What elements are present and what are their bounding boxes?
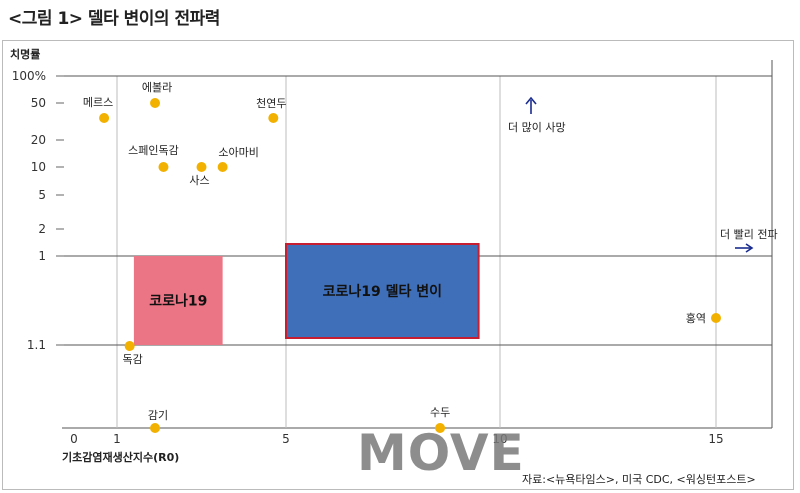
- annotation-faster-spread: 더 빨리 전파: [720, 228, 778, 253]
- y-tick-label: 20: [31, 133, 46, 147]
- y-tick-label: 10: [31, 160, 46, 174]
- region-box: [133, 256, 223, 345]
- y-tick-label: 50: [31, 96, 46, 110]
- data-point: 스페인독감: [128, 144, 179, 172]
- point-marker: [158, 162, 169, 172]
- chart-header: <그림 1> 델타 변이의 전파력: [8, 4, 220, 34]
- y-tick-label: 1.1: [27, 338, 46, 352]
- point-label: 에볼라: [142, 81, 172, 94]
- chart-regions: 코로나19 코로나19 델타 변이: [133, 243, 480, 345]
- x-axis-label: 기초감염재생산지수(R0): [62, 450, 179, 464]
- point-label: 메르스: [83, 96, 113, 109]
- data-point: 천연두: [256, 96, 287, 123]
- point-marker: [99, 113, 110, 123]
- region-label: 코로나19: [149, 294, 207, 310]
- point-marker: [196, 162, 207, 172]
- region-label: 코로나19 델타 변이: [323, 283, 442, 300]
- x-tick-label: 10: [492, 432, 507, 446]
- y-tick-label: 100%: [12, 69, 46, 83]
- right-arrow-head-icon: [745, 243, 754, 253]
- point-label: 천연두: [256, 96, 286, 110]
- chart-title: <그림 1> 델타 변이의 전파력: [8, 9, 220, 29]
- region-covid19: 코로나19: [133, 256, 223, 345]
- point-label: 소아마비: [218, 146, 258, 159]
- point-marker: [435, 423, 446, 433]
- data-point: 메르스: [83, 96, 113, 123]
- watermark-text: MOVE: [357, 424, 525, 482]
- point-label: 독감: [123, 353, 143, 366]
- y-tick-label: 1: [38, 249, 46, 263]
- point-label: 홍역: [686, 311, 706, 325]
- watermark: MOVE: [357, 424, 525, 482]
- data-point: 에볼라: [142, 81, 172, 108]
- annotation-more-deaths: 더 많이 사망: [508, 96, 566, 134]
- y-tick-label: 2: [38, 222, 46, 236]
- annotation-label: 더 많이 사망: [508, 121, 566, 134]
- point-label: 사스: [189, 174, 209, 187]
- data-point: 감기: [148, 409, 168, 433]
- data-point: 소아마비: [217, 146, 259, 172]
- point-marker: [268, 113, 279, 123]
- x-tick-label: 0: [70, 432, 78, 446]
- point-label: 수두: [430, 406, 450, 419]
- region-covid19-delta: 코로나19 델타 변이: [285, 243, 480, 339]
- chart-annotations: 더 많이 사망더 빨리 전파: [508, 96, 778, 253]
- y-tick-label: 5: [38, 188, 46, 202]
- point-label: 감기: [148, 409, 168, 422]
- x-tick-label: 5: [282, 432, 290, 446]
- x-tick-label: 1: [113, 432, 121, 446]
- annotation-label: 더 빨리 전파: [720, 228, 778, 241]
- point-marker: [711, 313, 721, 323]
- point-marker: [150, 98, 161, 108]
- data-point: 사스: [189, 162, 210, 187]
- data-point: 수두: [430, 406, 450, 433]
- x-tick-label: 15: [708, 432, 723, 446]
- region-box: [285, 243, 480, 339]
- up-arrow-head-icon: [525, 96, 537, 105]
- point-label: 스페인독감: [128, 144, 179, 157]
- point-marker: [124, 341, 135, 351]
- data-point: 독감: [123, 341, 143, 366]
- point-marker: [217, 162, 228, 172]
- data-point: 홍역: [686, 311, 721, 325]
- y-axis-label: 치명률: [10, 47, 40, 61]
- source-note: 자료:<뉴욕타임스>, 미국 CDC, <워싱턴포스트>: [522, 473, 756, 486]
- point-marker: [150, 423, 161, 433]
